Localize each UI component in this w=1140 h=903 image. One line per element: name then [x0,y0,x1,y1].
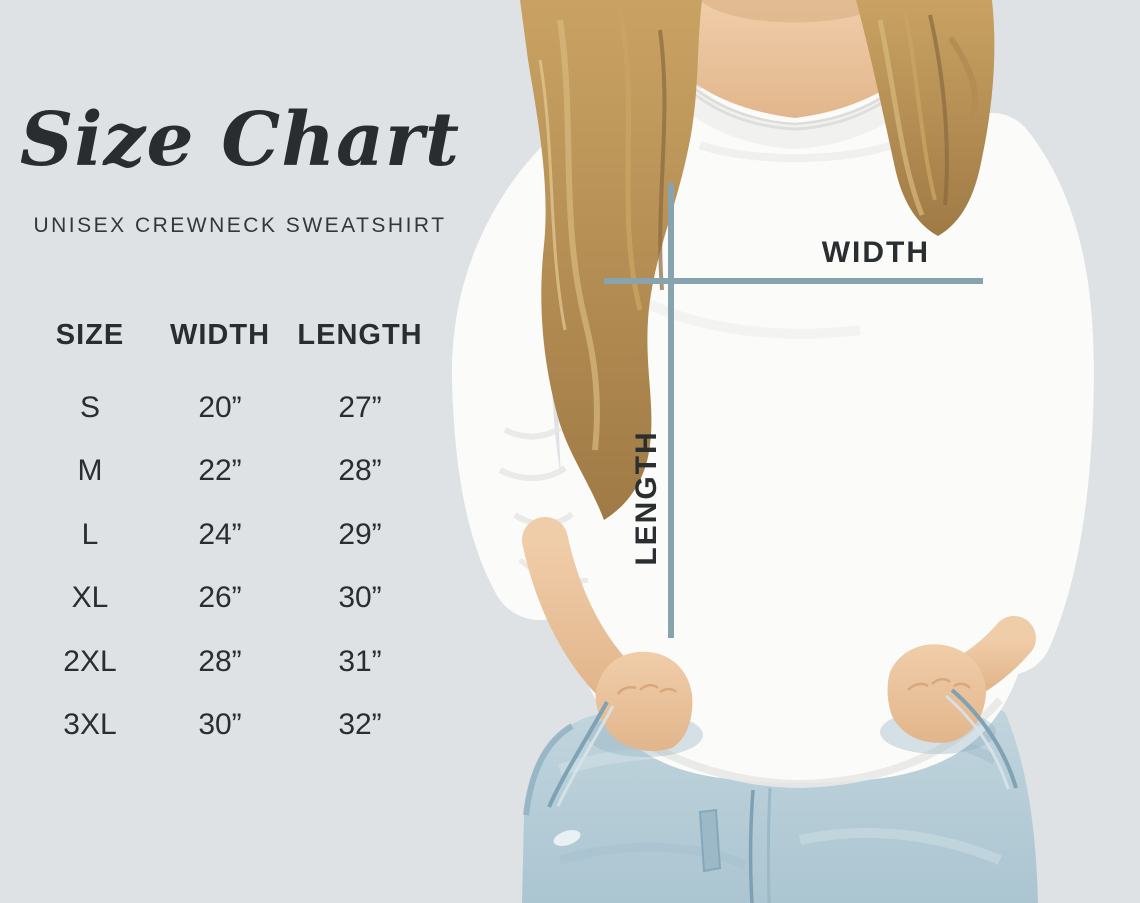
page-subtitle: UNISEX CREWNECK SWEATSHIRT [33,214,447,237]
hair [520,0,995,520]
length-cell: 30” [338,581,382,615]
length-measure-line [668,183,674,638]
table-header-row: SIZE WIDTH LENGTH [30,312,430,358]
width-measure-line [604,278,983,284]
length-cell: 32” [338,708,382,742]
table-row: 3XL 30” 32” [30,694,430,758]
size-cell: XL [71,581,109,615]
column-header-width: WIDTH [169,318,271,351]
left-hand [595,651,693,752]
page-title: Size Chart [19,97,461,183]
length-label: LENGTH [630,430,663,566]
column-header-size: SIZE [55,318,125,351]
right-hand [887,644,986,743]
right-sleeve [947,113,1094,675]
width-label: WIDTH [821,236,930,269]
size-cell: M [77,454,103,488]
width-cell: 30” [198,708,242,742]
table-row: L 24” 29” [30,503,430,567]
length-cell: 29” [338,517,382,551]
table-row: 2XL 28” 31” [30,630,430,694]
hands [522,517,1036,757]
pocket-edges [547,688,1018,808]
size-cell: L [81,517,99,551]
table-row: S 20” 27” [30,376,430,440]
width-cell: 28” [198,644,242,678]
width-cell: 24” [198,517,242,551]
width-cell: 20” [198,390,242,424]
table-row: XL 26” 30” [30,567,430,631]
size-cell: 2XL [63,644,117,678]
length-cell: 28” [338,454,382,488]
size-cell: 3XL [63,708,117,742]
table-row: M 22” 28” [30,440,430,504]
width-cell: 22” [198,454,242,488]
length-cell: 31” [338,644,382,678]
column-header-length: LENGTH [297,318,423,351]
width-cell: 26” [198,581,242,615]
size-cell: S [79,390,100,424]
length-cell: 27” [338,390,382,424]
info-panel: Size Chart UNISEX CREWNECK SWEATSHIRT SI… [0,0,480,903]
size-table: SIZE WIDTH LENGTH S 20” 27” M 22” 28” L … [30,312,430,757]
